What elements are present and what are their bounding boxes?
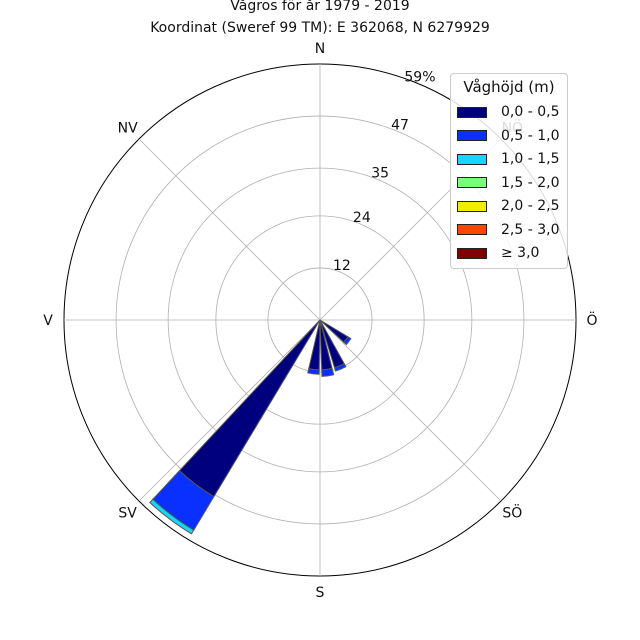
sector-bar-1-1	[333, 362, 347, 372]
sector-bar-4-2	[149, 498, 195, 535]
legend-title: Våghöjd (m)	[463, 78, 555, 96]
legend-entry: ≥ 3,0	[457, 243, 539, 263]
legend-entry: 0,5 - 1,0	[457, 126, 559, 146]
legend-label: 2,0 - 2,5	[501, 198, 560, 214]
legend-entry: 2,0 - 2,5	[457, 196, 559, 216]
direction-spoke	[138, 138, 321, 321]
direction-label: NV	[118, 121, 138, 137]
radial-tick-label: 12	[333, 258, 351, 274]
radial-tick-label: 47	[391, 118, 409, 134]
legend-swatch	[457, 130, 487, 141]
legend-entry: 0,0 - 0,5	[457, 102, 559, 122]
chart-title: Vågros för år 1979 - 2019	[230, 0, 410, 14]
legend-label: 0,5 - 1,0	[501, 127, 560, 144]
legend-entry: 1,5 - 2,0	[457, 173, 559, 193]
legend-label: 1,0 - 1,5	[501, 151, 560, 167]
legend-swatch	[457, 177, 487, 188]
direction-label: S	[316, 585, 325, 601]
legend-swatch	[457, 224, 487, 235]
legend-label: ≥ 3,0	[501, 245, 540, 261]
chart-subtitle: Koordinat (Sweref 99 TM): E 362068, N 62…	[150, 20, 490, 36]
legend-swatch	[457, 106, 487, 118]
sector-bar-2-1	[321, 367, 335, 377]
direction-label: Ö	[586, 311, 597, 329]
direction-spoke	[138, 319, 321, 502]
direction-label: SÖ	[502, 503, 522, 521]
direction-label: N	[315, 41, 325, 57]
radial-tick-label: 59%	[404, 69, 435, 85]
direction-spoke	[319, 319, 502, 502]
legend: Våghöjd (m) 0,0 - 0,5 0,5 - 1,0 1,0 - 1,5 1…	[450, 73, 568, 269]
sector-bar-0-1	[343, 336, 352, 346]
radial-tick-label: 24	[353, 210, 371, 226]
radial-tick-label: 35	[371, 166, 389, 182]
direction-label: SV	[118, 505, 137, 521]
legend-label: 1,5 - 2,0	[501, 174, 560, 191]
legend-entry: 1,0 - 1,5	[457, 149, 559, 169]
direction-label: V	[43, 313, 53, 329]
legend-label: 0,0 - 0,5	[501, 104, 560, 120]
legend-swatch	[457, 153, 487, 165]
legend-swatch	[457, 247, 487, 259]
sector-bar-3-1	[307, 368, 320, 375]
legend-swatch	[457, 200, 487, 212]
legend-label: 2,5 - 3,0	[501, 221, 560, 238]
legend-entry: 2,5 - 3,0	[457, 220, 559, 240]
